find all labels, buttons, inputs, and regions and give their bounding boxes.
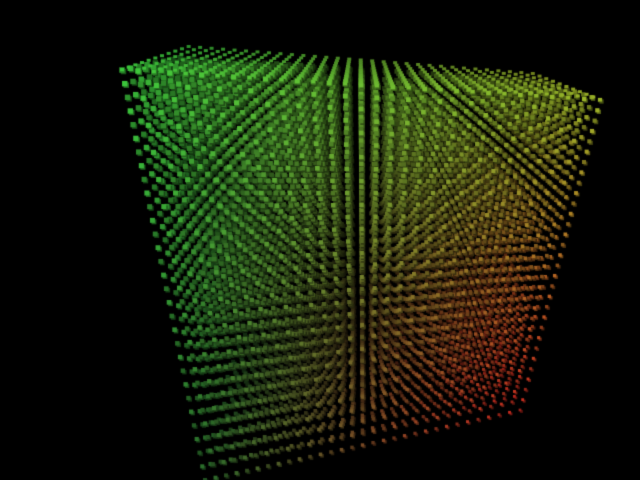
cube-lattice-render[interactable]	[0, 0, 640, 480]
3d-viewport[interactable]	[0, 0, 640, 480]
